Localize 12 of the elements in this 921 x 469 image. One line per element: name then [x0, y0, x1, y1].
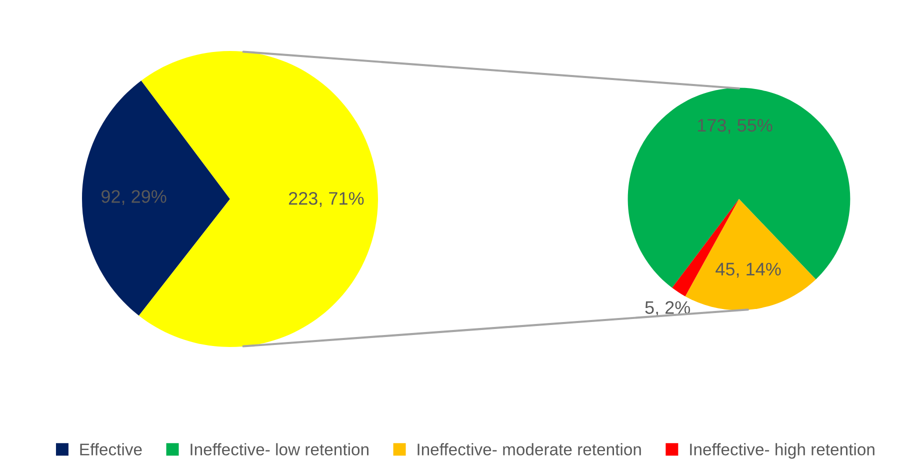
legend-label: Ineffective- low retention: [190, 443, 368, 456]
legend-label: Ineffective- moderate retention: [418, 443, 641, 456]
pie-slice: [672, 199, 739, 296]
data-label: 223, 71%: [288, 192, 364, 207]
legend-label: Effective: [80, 443, 142, 456]
legend-label: Ineffective- high retention: [690, 443, 874, 459]
pie-slice: [82, 80, 230, 316]
data-label: 173, 55%: [698, 118, 772, 134]
data-label: 5, 2%: [645, 301, 690, 316]
data-label: 92, 29%: [102, 190, 166, 206]
data-label: 45, 14%: [716, 262, 781, 278]
pie-slice: [628, 88, 850, 288]
